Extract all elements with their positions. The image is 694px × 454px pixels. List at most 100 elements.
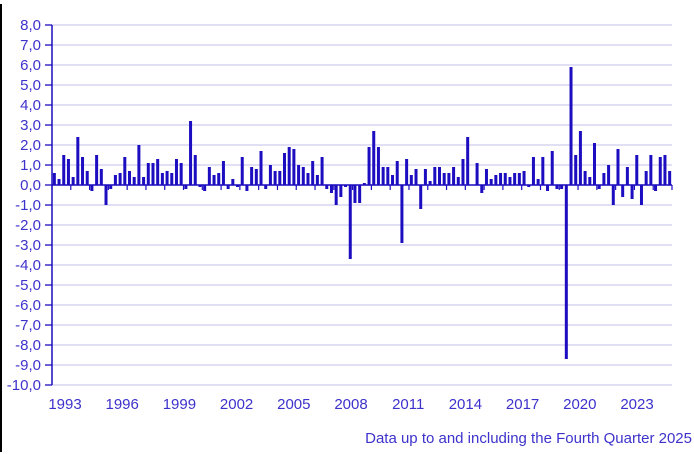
bar: [123, 157, 127, 185]
bar: [95, 155, 99, 185]
bar: [306, 173, 310, 185]
y-axis-label: -7,0: [15, 317, 41, 334]
bar: [475, 163, 479, 185]
bar: [560, 185, 564, 189]
bar: [156, 159, 160, 185]
bar: [569, 67, 573, 185]
bar: [179, 163, 183, 185]
y-axis-label: -9,0: [15, 357, 41, 374]
bar: [494, 175, 498, 185]
bar: [301, 167, 305, 185]
bar: [66, 159, 70, 185]
bar: [386, 167, 390, 185]
bar: [344, 185, 348, 187]
y-axis-label: 1,0: [20, 157, 41, 174]
bar: [71, 177, 75, 185]
y-axis-label: -4,0: [15, 257, 41, 274]
bar: [550, 151, 554, 185]
bar: [292, 149, 296, 185]
bar: [433, 167, 437, 185]
bar: [517, 173, 521, 185]
bar: [635, 155, 639, 185]
x-axis-label: 2002: [220, 396, 253, 413]
bar: [541, 157, 545, 185]
bar: [259, 151, 263, 185]
bar: [564, 185, 568, 359]
bar: [334, 185, 338, 205]
bar: [76, 137, 80, 185]
bar: [649, 155, 653, 185]
bar: [128, 171, 131, 185]
bar: [503, 173, 507, 185]
bar: [184, 185, 188, 189]
bar: [409, 175, 413, 185]
bar: [480, 185, 484, 193]
bar: [174, 159, 178, 185]
bar: [245, 185, 249, 191]
bar: [372, 131, 376, 185]
bar: [466, 137, 470, 185]
bar: [358, 185, 362, 203]
bar: [578, 131, 582, 185]
bar: [109, 185, 113, 189]
bar: [113, 175, 117, 185]
bar: [329, 185, 333, 193]
bar: [151, 163, 155, 185]
bar: [348, 185, 352, 259]
bar: [193, 155, 197, 185]
bar: [405, 159, 409, 185]
bar: [160, 173, 164, 185]
bar: [362, 183, 366, 185]
bar: [607, 165, 611, 185]
bar: [203, 185, 207, 191]
bar: [428, 181, 432, 185]
bar: [207, 167, 211, 185]
bar: [668, 171, 672, 185]
bar: [325, 185, 329, 189]
bar: [611, 185, 615, 205]
y-axis-label: -10,0: [7, 377, 41, 394]
bar: [616, 149, 620, 185]
bar: [254, 169, 258, 185]
bar: [452, 167, 456, 185]
bar: [442, 173, 446, 185]
bar: [639, 185, 643, 205]
bar: [99, 169, 103, 185]
x-axis-label: 2005: [277, 396, 310, 413]
bar: [250, 167, 254, 185]
y-axis-label: 3,0: [20, 117, 41, 134]
bar: [555, 185, 559, 189]
y-axis-label: 8,0: [20, 17, 41, 34]
bar: [297, 165, 301, 185]
x-axis-label: 2017: [506, 396, 539, 413]
bar: [423, 169, 427, 185]
bar: [137, 145, 141, 185]
bar: [499, 173, 503, 185]
bar: [644, 171, 648, 185]
y-axis-label: 5,0: [20, 77, 41, 94]
bar: [630, 185, 634, 199]
bar: [461, 159, 465, 185]
bar: [339, 185, 343, 197]
bar: [311, 161, 315, 185]
bar: [531, 157, 535, 185]
y-axis-label: 4,0: [20, 97, 41, 114]
bar: [367, 147, 371, 185]
bar: [85, 171, 89, 185]
bar: [602, 173, 606, 185]
y-axis-label: 6,0: [20, 57, 41, 74]
bar: [438, 167, 441, 185]
bar: [353, 185, 357, 203]
bar: [583, 171, 587, 185]
bar: [217, 173, 221, 185]
bar: [484, 169, 488, 185]
bar: [315, 175, 319, 185]
bar: [414, 169, 418, 185]
bar: [165, 171, 169, 185]
bar: [81, 157, 85, 185]
bar: [536, 179, 540, 185]
bar: [221, 161, 225, 185]
bar: [57, 179, 61, 185]
x-axis-label: 2011: [392, 396, 424, 413]
